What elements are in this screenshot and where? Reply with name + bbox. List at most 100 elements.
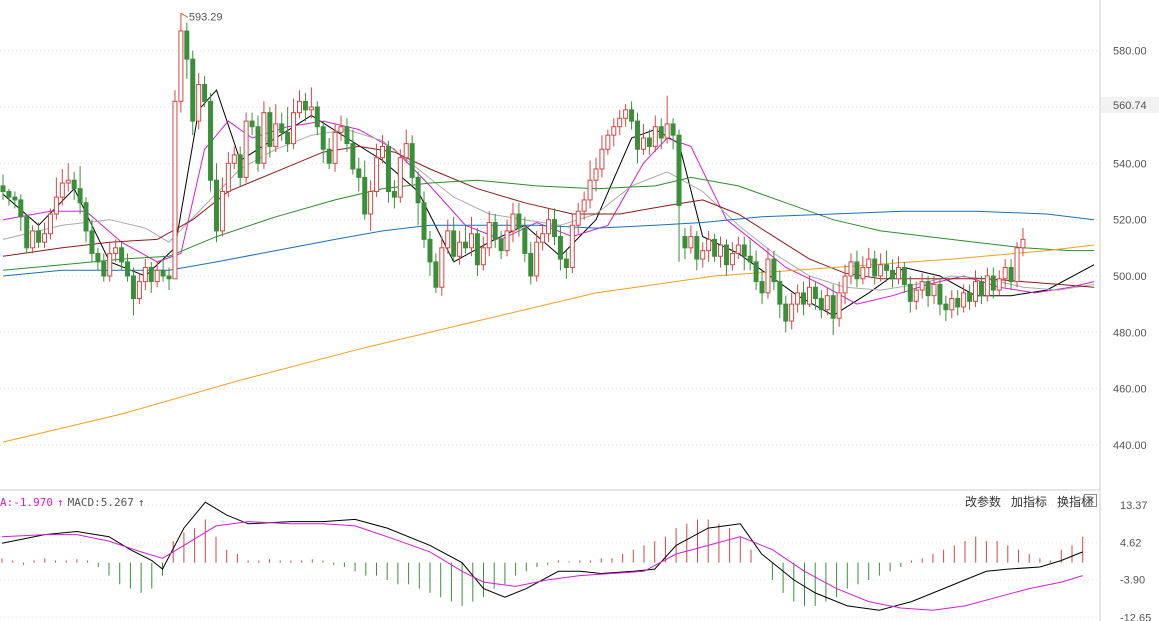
candle[interactable] [842, 264, 848, 305]
candle[interactable] [599, 135, 605, 178]
candle[interactable] [36, 222, 42, 248]
candle[interactable] [172, 90, 178, 280]
candle[interactable] [166, 267, 172, 291]
candle[interactable] [860, 256, 866, 285]
candle[interactable] [824, 287, 830, 316]
candle[interactable] [967, 284, 973, 310]
candle[interactable] [723, 239, 729, 276]
candle[interactable] [546, 208, 552, 243]
candlesticks[interactable]: 593.29 [0, 11, 1026, 336]
candle[interactable] [208, 92, 214, 192]
candle[interactable] [403, 129, 409, 164]
candle[interactable] [77, 166, 83, 215]
candle[interactable] [362, 160, 368, 220]
candle[interactable] [783, 295, 789, 333]
candle[interactable] [670, 118, 676, 150]
candle[interactable] [978, 275, 984, 305]
candle[interactable] [463, 225, 469, 254]
candle[interactable] [818, 290, 824, 319]
candle[interactable] [557, 225, 563, 271]
candle[interactable] [409, 135, 415, 186]
add-indicator-button[interactable]: 加指标 [1010, 495, 1047, 509]
candle[interactable] [907, 275, 913, 313]
candle[interactable] [895, 256, 901, 285]
candle[interactable] [706, 230, 712, 262]
candle[interactable] [735, 236, 741, 260]
candle[interactable] [142, 259, 148, 291]
candle[interactable] [741, 236, 747, 271]
candle[interactable] [107, 242, 113, 282]
candle[interactable] [777, 270, 783, 319]
candle[interactable] [664, 95, 670, 144]
candle[interactable] [605, 129, 611, 155]
candle[interactable] [718, 236, 724, 268]
candle[interactable] [854, 250, 860, 288]
candle[interactable] [391, 180, 397, 209]
candle[interactable] [249, 112, 255, 136]
candle[interactable] [480, 236, 486, 271]
candle[interactable] [919, 273, 925, 299]
candle[interactable] [433, 253, 439, 293]
candle[interactable] [516, 202, 522, 237]
candle[interactable] [617, 109, 623, 136]
candle[interactable] [498, 230, 504, 260]
candle[interactable] [273, 104, 279, 153]
candle[interactable] [676, 129, 682, 262]
candle[interactable] [219, 177, 225, 237]
candle[interactable] [901, 261, 907, 293]
candle[interactable] [866, 247, 872, 276]
candle[interactable] [302, 92, 308, 122]
candle[interactable] [961, 284, 967, 313]
candle[interactable] [415, 171, 421, 226]
candle[interactable] [658, 118, 664, 150]
candle[interactable] [279, 112, 285, 141]
candle[interactable] [765, 247, 771, 299]
candle[interactable] [59, 168, 65, 206]
candle[interactable] [884, 250, 890, 282]
candle[interactable] [635, 112, 641, 164]
candle[interactable] [320, 121, 326, 164]
candle[interactable] [492, 214, 498, 248]
candle[interactable] [368, 180, 374, 231]
candle[interactable] [154, 261, 160, 288]
candle[interactable] [421, 191, 427, 248]
candle[interactable] [694, 230, 700, 271]
candle[interactable] [890, 259, 895, 288]
candle[interactable] [184, 22, 190, 79]
candle[interactable] [688, 225, 694, 254]
candle[interactable] [925, 275, 931, 307]
candle[interactable] [83, 197, 89, 243]
candle[interactable] [474, 228, 480, 276]
candle[interactable] [350, 129, 356, 175]
candle[interactable] [178, 13, 184, 113]
candle[interactable] [1020, 228, 1026, 257]
close-icon[interactable]: ✕ [1084, 494, 1097, 507]
candle[interactable] [89, 219, 95, 262]
candle[interactable] [451, 216, 457, 262]
candle[interactable] [344, 118, 350, 153]
candle[interactable] [243, 112, 249, 184]
candle[interactable] [47, 208, 53, 240]
candle[interactable] [1002, 259, 1008, 288]
candle[interactable] [504, 219, 510, 257]
candle[interactable] [812, 281, 818, 310]
candle[interactable] [18, 194, 24, 231]
candle[interactable] [385, 140, 391, 203]
candle[interactable] [332, 123, 338, 172]
candle[interactable] [955, 290, 961, 316]
candle[interactable] [30, 225, 36, 254]
candle[interactable] [397, 149, 403, 203]
candle[interactable] [872, 250, 878, 285]
candle[interactable] [848, 253, 854, 285]
candle[interactable] [291, 98, 297, 150]
candle[interactable] [640, 123, 646, 155]
candle[interactable] [42, 222, 48, 248]
candle[interactable] [759, 270, 765, 305]
candle[interactable] [973, 270, 979, 307]
candle[interactable] [468, 216, 474, 257]
candle[interactable] [374, 143, 380, 198]
candle[interactable] [1014, 242, 1020, 288]
candle[interactable] [913, 281, 919, 310]
candle[interactable] [125, 253, 131, 282]
